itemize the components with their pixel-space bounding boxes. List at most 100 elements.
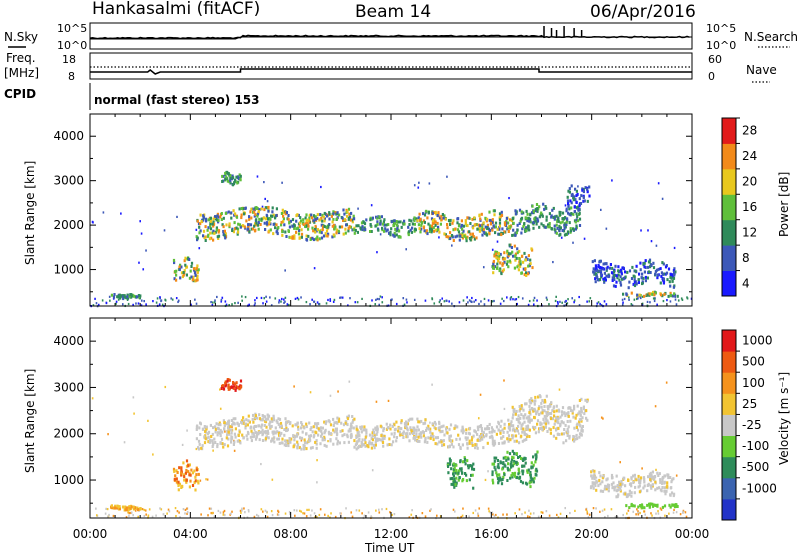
echo-cell bbox=[472, 235, 475, 239]
echo-cell bbox=[420, 435, 423, 439]
echo-cell bbox=[211, 432, 214, 436]
y-tick-label: 4000 bbox=[53, 129, 84, 143]
echo-cell bbox=[397, 429, 400, 433]
echo-cell bbox=[499, 267, 502, 271]
echo-cell bbox=[540, 401, 543, 405]
echo-cell bbox=[462, 229, 465, 233]
echo-cell bbox=[249, 210, 252, 214]
echo-cell bbox=[592, 486, 595, 490]
echo-cell bbox=[180, 484, 183, 488]
echo-cell bbox=[178, 265, 181, 269]
echo-cell bbox=[489, 221, 492, 225]
echo-cell bbox=[168, 510, 171, 513]
echo-cell bbox=[571, 409, 574, 413]
echo-cell bbox=[237, 434, 240, 437]
echo-cell bbox=[472, 434, 475, 438]
echo-cell bbox=[441, 429, 444, 433]
echo-cell bbox=[565, 209, 568, 213]
echo-cell bbox=[295, 423, 298, 427]
echo-cell bbox=[147, 419, 149, 422]
echo-cell bbox=[241, 207, 245, 211]
echo-cell bbox=[324, 232, 327, 236]
echo-cell bbox=[323, 219, 326, 223]
echo-cell bbox=[528, 217, 531, 221]
echo-cell bbox=[243, 212, 246, 216]
echo-cell bbox=[280, 300, 282, 303]
echo-cell bbox=[452, 474, 455, 478]
echo-cell bbox=[568, 212, 571, 216]
echo-cell bbox=[461, 227, 464, 231]
echo-cell bbox=[127, 511, 129, 514]
echo-cell bbox=[466, 446, 469, 450]
echo-cell bbox=[374, 224, 377, 228]
echo-cell bbox=[568, 436, 571, 440]
echo-cell bbox=[508, 428, 512, 432]
echo-cell bbox=[519, 264, 522, 268]
echo-cell bbox=[374, 440, 377, 444]
echo-cell bbox=[429, 434, 433, 438]
echo-cell bbox=[545, 206, 548, 210]
echo-cell bbox=[461, 427, 465, 431]
echo-cell bbox=[161, 303, 164, 306]
echo-cell bbox=[297, 213, 300, 217]
echo-cell bbox=[433, 420, 436, 424]
echo-cell bbox=[605, 303, 608, 306]
echo-cell bbox=[551, 409, 554, 413]
echo-cell bbox=[449, 460, 452, 464]
echo-cell bbox=[185, 273, 188, 277]
echo-cell bbox=[523, 432, 526, 436]
echo-cell bbox=[374, 303, 377, 306]
echo-cell bbox=[237, 222, 240, 226]
colorbar-title: Power [dB] bbox=[777, 172, 791, 237]
echo-cell bbox=[155, 301, 158, 304]
echo-cell bbox=[449, 462, 452, 466]
echo-cell bbox=[654, 488, 657, 492]
echo-cell bbox=[661, 478, 664, 482]
echo-cell bbox=[395, 436, 398, 439]
echo-cell bbox=[128, 505, 131, 509]
echo-cell bbox=[440, 214, 443, 218]
echo-cell bbox=[242, 416, 245, 420]
echo-cell bbox=[552, 206, 555, 210]
echo-cell bbox=[223, 234, 226, 238]
echo-cell bbox=[224, 300, 227, 303]
echo-cell bbox=[287, 230, 290, 233]
echo-cell bbox=[306, 441, 309, 445]
echo-cell bbox=[230, 512, 232, 515]
echo-cell bbox=[575, 218, 578, 222]
echo-cell bbox=[353, 217, 356, 221]
echo-cell bbox=[174, 474, 177, 478]
echo-cell bbox=[335, 217, 338, 221]
echo-cell bbox=[655, 512, 657, 515]
echo-cell bbox=[378, 437, 381, 441]
echo-cell bbox=[456, 425, 459, 429]
echo-cell bbox=[667, 267, 671, 271]
echo-cell bbox=[351, 228, 354, 232]
echo-cell bbox=[462, 299, 465, 302]
echo-cell bbox=[510, 474, 513, 478]
echo-cell bbox=[518, 409, 521, 413]
echo-cell bbox=[604, 278, 607, 282]
echo-cell bbox=[417, 428, 420, 432]
echo-cell bbox=[267, 431, 270, 435]
echo-cell bbox=[454, 483, 457, 487]
echo-cell bbox=[633, 298, 636, 301]
echo-cell bbox=[669, 284, 672, 288]
echo-cell bbox=[556, 415, 559, 419]
echo-cell bbox=[143, 508, 146, 512]
echo-cell bbox=[528, 481, 531, 485]
echo-cell bbox=[615, 280, 618, 284]
echo-cell bbox=[530, 418, 533, 422]
echo-cell bbox=[251, 417, 254, 421]
echo-cell bbox=[502, 456, 505, 460]
echo-cell bbox=[659, 267, 662, 271]
echo-cell bbox=[284, 296, 287, 299]
echo-cell bbox=[332, 233, 335, 237]
echo-cell bbox=[553, 217, 556, 221]
echo-cell bbox=[582, 199, 585, 203]
echo-cell bbox=[320, 223, 323, 227]
echo-cell bbox=[652, 503, 655, 507]
echo-cell bbox=[280, 212, 283, 215]
echo-cell bbox=[638, 293, 641, 297]
echo-cell bbox=[513, 244, 516, 248]
